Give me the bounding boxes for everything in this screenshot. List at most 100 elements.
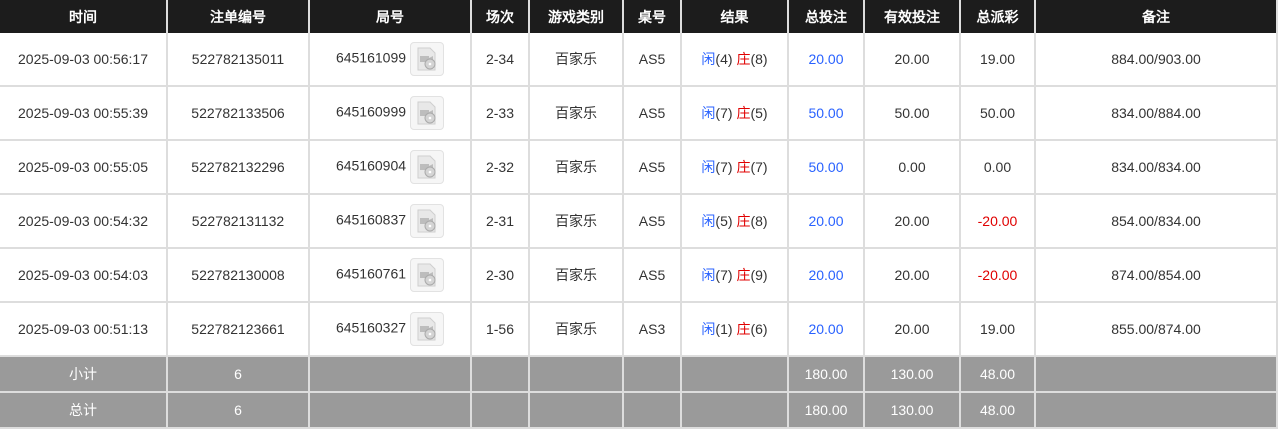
empty-cell — [308, 356, 472, 393]
round-cell: 645160904 — [308, 140, 472, 195]
result-cell: 闲(1) 庄(6) — [680, 302, 789, 357]
valid-bet-cell: 20.00 — [863, 33, 961, 87]
video-file-icon[interactable] — [410, 150, 445, 184]
total-bet-cell: 50.00 — [787, 140, 865, 195]
player-score: (1) — [715, 321, 733, 337]
header-time: 时间 — [0, 0, 168, 33]
shoe-cell: 2-31 — [470, 194, 530, 249]
banker-label: 庄 — [736, 267, 751, 283]
table-header: 时间 注单编号 局号 场次 游戏类别 桌号 结果 总投注 有效投注 总派彩 备注 — [0, 0, 1278, 33]
game-type-cell: 百家乐 — [528, 86, 624, 141]
video-file-icon[interactable] — [410, 42, 445, 76]
payout-cell: -20.00 — [959, 194, 1036, 249]
table-no-cell: AS5 — [622, 248, 682, 303]
shoe-cell: 2-34 — [470, 33, 530, 87]
subtotal-label: 小计 — [0, 356, 168, 393]
round-cell: 645160761 — [308, 248, 472, 303]
time-cell: 2025-09-03 00:55:05 — [0, 140, 168, 195]
shoe-cell: 2-32 — [470, 140, 530, 195]
player-label: 闲 — [701, 159, 716, 175]
valid-bet-cell: 20.00 — [863, 248, 961, 303]
round-number: 645160904 — [335, 157, 407, 174]
note-cell: 854.00/834.00 — [1034, 194, 1278, 249]
shoe-cell: 1-56 — [470, 302, 530, 357]
header-payout: 总派彩 — [960, 0, 1036, 33]
table-row: 2025-09-03 00:54:03 522782130008 6451607… — [0, 248, 1278, 303]
subtotal-payout: 48.00 — [959, 356, 1036, 393]
game-type-cell: 百家乐 — [528, 248, 624, 303]
player-score: (5) — [715, 213, 733, 229]
subtotal-valid-bet: 130.00 — [863, 356, 961, 393]
player-score: (4) — [715, 51, 733, 67]
game-type-cell: 百家乐 — [528, 302, 624, 357]
table-row: 2025-09-03 00:55:05 522782132296 6451609… — [0, 140, 1278, 195]
valid-bet-cell: 50.00 — [863, 86, 961, 141]
header-total-bet: 总投注 — [788, 0, 865, 33]
header-game-type: 游戏类别 — [529, 0, 624, 33]
time-cell: 2025-09-03 00:54:03 — [0, 248, 168, 303]
valid-bet-cell: 0.00 — [863, 140, 961, 195]
banker-label: 庄 — [736, 321, 751, 337]
player-label: 闲 — [701, 213, 716, 229]
game-type-cell: 百家乐 — [528, 140, 624, 195]
total-label: 总计 — [0, 392, 168, 429]
header-shoe: 场次 — [471, 0, 530, 33]
empty-cell — [528, 356, 624, 393]
result-cell: 闲(7) 庄(9) — [680, 248, 789, 303]
valid-bet-cell: 20.00 — [863, 194, 961, 249]
banker-score: (7) — [750, 159, 768, 175]
note-cell: 834.00/834.00 — [1034, 140, 1278, 195]
video-file-icon[interactable] — [410, 258, 445, 292]
table-row: 2025-09-03 00:51:13 522782123661 6451603… — [0, 302, 1278, 357]
result-cell: 闲(5) 庄(8) — [680, 194, 789, 249]
shoe-cell: 2-33 — [470, 86, 530, 141]
total-bet-cell: 20.00 — [787, 302, 865, 357]
total-bet-cell: 20.00 — [787, 248, 865, 303]
empty-cell — [622, 356, 682, 393]
bet-id-cell: 522782132296 — [166, 140, 310, 195]
payout-cell: -20.00 — [959, 248, 1036, 303]
round-cell: 645161099 — [308, 33, 472, 87]
video-file-icon[interactable] — [410, 96, 445, 130]
table-no-cell: AS5 — [622, 33, 682, 87]
empty-cell — [308, 392, 472, 429]
header-valid-bet: 有效投注 — [864, 0, 961, 33]
round-number: 645160837 — [335, 211, 407, 228]
empty-cell — [528, 392, 624, 429]
payout-cell: 50.00 — [959, 86, 1036, 141]
player-label: 闲 — [701, 105, 716, 121]
header-round: 局号 — [309, 0, 472, 33]
empty-cell — [680, 356, 789, 393]
empty-cell — [1034, 392, 1278, 429]
round-number: 645160327 — [335, 319, 407, 336]
banker-score: (9) — [750, 267, 768, 283]
round-number: 645160761 — [335, 265, 407, 282]
total-bet-cell: 20.00 — [787, 194, 865, 249]
total-valid-bet: 130.00 — [863, 392, 961, 429]
table-no-cell: AS3 — [622, 302, 682, 357]
banker-label: 庄 — [736, 105, 751, 121]
video-file-icon[interactable] — [410, 204, 445, 238]
payout-cell: 0.00 — [959, 140, 1036, 195]
table-row: 2025-09-03 00:56:17 522782135011 6451610… — [0, 33, 1278, 87]
player-label: 闲 — [701, 51, 716, 67]
total-bet-cell: 50.00 — [787, 86, 865, 141]
total-count: 6 — [166, 392, 310, 429]
time-cell: 2025-09-03 00:51:13 — [0, 302, 168, 357]
round-number: 645160999 — [335, 103, 407, 120]
subtotal-row: 小计 6 180.00 130.00 48.00 — [0, 356, 1278, 393]
video-file-icon[interactable] — [410, 312, 445, 346]
empty-cell — [470, 356, 530, 393]
banker-score: (8) — [750, 213, 768, 229]
empty-cell — [1034, 356, 1278, 393]
time-cell: 2025-09-03 00:54:32 — [0, 194, 168, 249]
table-no-cell: AS5 — [622, 140, 682, 195]
banker-label: 庄 — [736, 159, 751, 175]
banker-score: (6) — [750, 321, 768, 337]
time-cell: 2025-09-03 00:56:17 — [0, 33, 168, 87]
result-cell: 闲(4) 庄(8) — [680, 33, 789, 87]
player-label: 闲 — [701, 267, 716, 283]
empty-cell — [622, 392, 682, 429]
game-type-cell: 百家乐 — [528, 194, 624, 249]
